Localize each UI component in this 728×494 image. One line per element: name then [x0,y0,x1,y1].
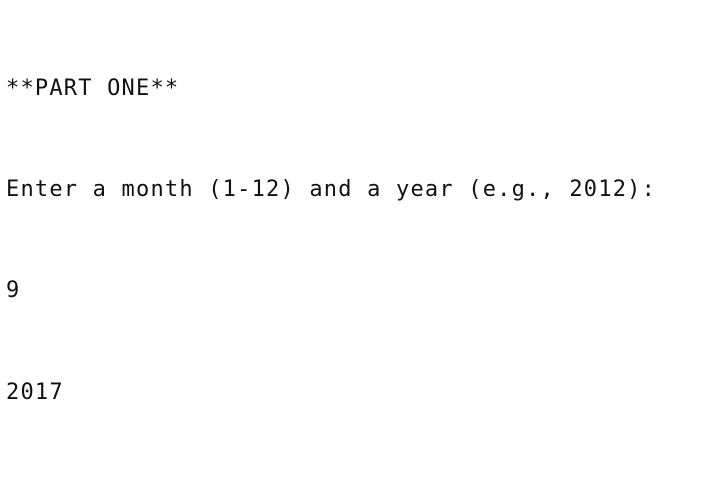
user-input-year: 2017 [6,379,64,405]
terminal-output: **PART ONE** Enter a month (1-12) and a … [6,4,726,492]
part-header: **PART ONE** [6,75,180,101]
input-prompt: Enter a month (1-12) and a year (e.g., 2… [6,176,657,202]
blank-line [6,477,726,492]
user-input-month: 9 [6,278,21,304]
